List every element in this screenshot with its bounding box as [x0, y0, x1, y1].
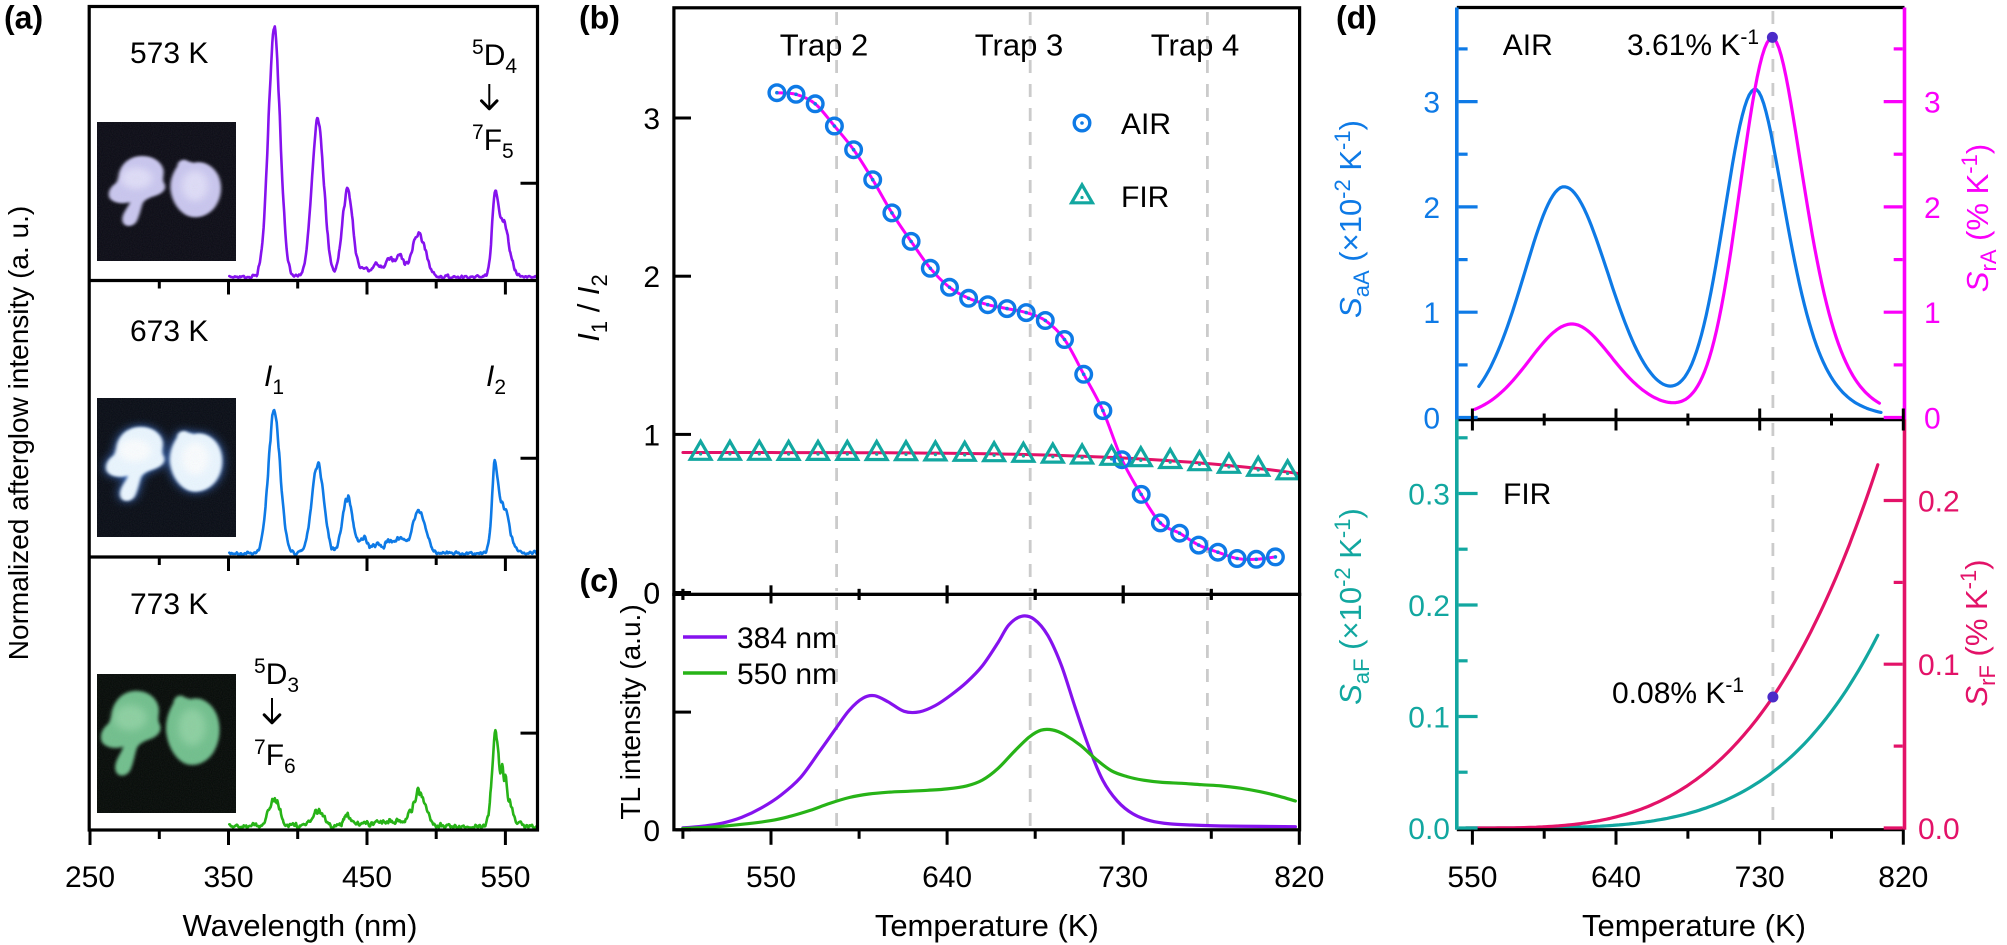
svg-text:TL intensity (a.u.): TL intensity (a.u.): [615, 604, 646, 819]
svg-text:2: 2: [1423, 192, 1440, 225]
svg-text:SrA (% K-1): SrA (% K-1): [1957, 144, 2001, 292]
svg-text:773 K: 773 K: [130, 588, 208, 621]
svg-text:2: 2: [643, 261, 660, 294]
svg-text:640: 640: [922, 861, 972, 894]
svg-text:573 K: 573 K: [130, 37, 208, 70]
svg-text:(c): (c): [580, 563, 619, 599]
svg-text:0.2: 0.2: [1408, 590, 1450, 623]
svg-text:3.61% K-1: 3.61% K-1: [1627, 26, 1759, 62]
svg-text:1: 1: [1423, 297, 1440, 330]
svg-text:0: 0: [643, 815, 660, 848]
svg-text:7F5: 7F5: [472, 121, 514, 163]
svg-text:AIR: AIR: [1503, 29, 1553, 62]
svg-text:SrF (% K-1): SrF (% K-1): [1956, 559, 2000, 706]
svg-text:SaA (×10-2 K-1): SaA (×10-2 K-1): [1330, 120, 1374, 318]
svg-text:350: 350: [203, 861, 253, 894]
svg-text:5D4: 5D4: [472, 36, 517, 78]
svg-text:FIR: FIR: [1503, 478, 1551, 511]
svg-text:0: 0: [643, 578, 660, 611]
svg-text:1: 1: [1924, 297, 1941, 330]
svg-text:550 nm: 550 nm: [737, 658, 837, 691]
svg-text:7F6: 7F6: [254, 736, 296, 778]
svg-text:(d): (d): [1336, 0, 1377, 36]
svg-text:640: 640: [1591, 861, 1641, 894]
svg-text:450: 450: [342, 861, 392, 894]
svg-text:550: 550: [1447, 861, 1497, 894]
svg-text:550: 550: [746, 861, 796, 894]
svg-text:0.3: 0.3: [1408, 479, 1450, 512]
svg-text:0.2: 0.2: [1918, 486, 1960, 519]
svg-text:Wavelength (nm): Wavelength (nm): [183, 908, 418, 943]
svg-text:3: 3: [1924, 87, 1941, 120]
svg-text:3: 3: [1423, 87, 1440, 120]
svg-text:Trap 2: Trap 2: [780, 28, 868, 63]
svg-text:730: 730: [1735, 861, 1785, 894]
svg-text:0: 0: [643, 578, 660, 611]
svg-text:Temperature (K): Temperature (K): [1582, 908, 1806, 943]
svg-text:(b): (b): [579, 0, 620, 36]
svg-text:0.0: 0.0: [1408, 813, 1450, 846]
svg-text:Trap 3: Trap 3: [975, 28, 1063, 63]
svg-text:5D3: 5D3: [254, 655, 299, 697]
svg-text:384 nm: 384 nm: [737, 622, 837, 655]
svg-text:0.08% K-1: 0.08% K-1: [1612, 674, 1744, 710]
svg-text:SaF (×10-2 K-1): SaF (×10-2 K-1): [1330, 508, 1374, 705]
svg-text:AIR: AIR: [1121, 108, 1171, 141]
svg-text:0: 0: [1423, 403, 1440, 436]
svg-text:3: 3: [643, 103, 660, 136]
svg-text:820: 820: [1274, 861, 1324, 894]
svg-text:FIR: FIR: [1121, 181, 1169, 214]
svg-text:Normalized afterglow intensity: Normalized afterglow intensity (a. u.): [3, 206, 34, 660]
svg-text:0: 0: [1924, 403, 1941, 436]
svg-text:0.1: 0.1: [1918, 649, 1960, 682]
svg-text:673 K: 673 K: [130, 315, 208, 348]
svg-text:250: 250: [65, 861, 115, 894]
svg-text:730: 730: [1098, 861, 1148, 894]
svg-text:2: 2: [1924, 192, 1941, 225]
svg-text:(a): (a): [4, 0, 43, 36]
svg-text:1: 1: [643, 419, 660, 452]
svg-text:550: 550: [480, 861, 530, 894]
svg-text:0.0: 0.0: [1918, 813, 1960, 846]
svg-text:Temperature (K): Temperature (K): [875, 908, 1099, 943]
svg-text:820: 820: [1878, 861, 1928, 894]
svg-text:0.1: 0.1: [1408, 702, 1450, 735]
svg-text:I1 / I2: I1 / I2: [571, 274, 612, 342]
svg-text:Trap 4: Trap 4: [1151, 28, 1239, 63]
